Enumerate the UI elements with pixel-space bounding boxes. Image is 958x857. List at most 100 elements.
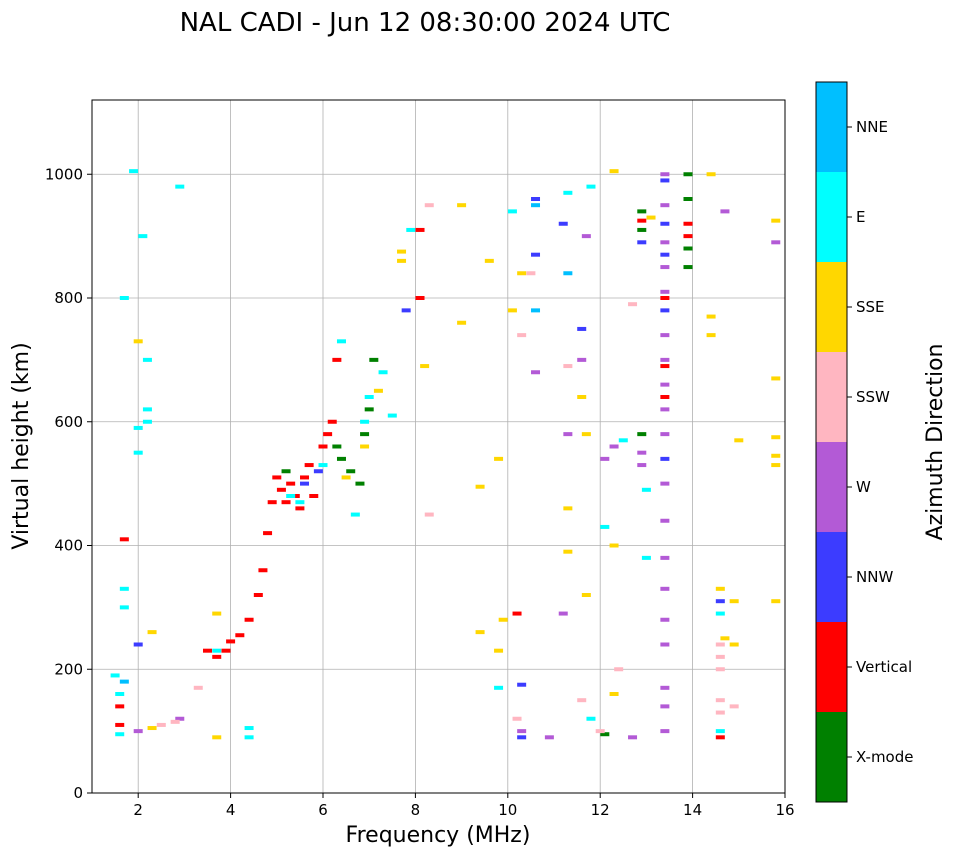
x-axis-ticks: 2 4 6 8 10 12 14 16 xyxy=(133,793,795,819)
echo-point-x-mode xyxy=(683,246,693,251)
echo-point-vertical xyxy=(272,475,282,480)
echo-point-sse xyxy=(475,630,485,635)
echo-point-w xyxy=(660,172,670,177)
echo-point-e xyxy=(212,648,222,653)
echo-point-w xyxy=(531,370,541,375)
echo-point-e xyxy=(586,716,596,721)
echo-point-w xyxy=(660,240,670,245)
colorbar-label: NNE xyxy=(856,118,888,136)
x-tick-label: 6 xyxy=(318,801,328,819)
echo-point-sse xyxy=(507,308,517,313)
colorbar-segment xyxy=(816,532,847,622)
echo-point-w xyxy=(660,586,670,591)
echo-point-ssw xyxy=(526,271,536,276)
echo-point-sse xyxy=(475,484,485,489)
echo-point-nnw xyxy=(577,326,587,331)
echo-point-e xyxy=(133,450,143,455)
echo-point-ssw xyxy=(715,698,725,703)
echo-point-nne xyxy=(531,308,541,313)
echo-point-w xyxy=(563,432,573,437)
echo-point-sse xyxy=(341,475,351,480)
x-tick-label: 8 xyxy=(411,801,421,819)
echo-point-sse xyxy=(720,636,730,641)
echo-point-sse xyxy=(212,735,222,740)
echo-point-w xyxy=(660,265,670,270)
echo-point-w xyxy=(581,234,591,239)
echo-point-nnw xyxy=(133,642,143,647)
echo-point-e xyxy=(715,611,725,616)
echo-point-e xyxy=(641,487,651,492)
echo-point-nne xyxy=(531,203,541,208)
echo-point-nnw xyxy=(660,221,670,226)
echo-point-nnw xyxy=(558,221,568,226)
echo-point-ssw xyxy=(715,654,725,659)
echo-point-e xyxy=(364,395,374,399)
echo-point-nnw xyxy=(660,308,670,313)
echo-point-vertical xyxy=(332,357,342,362)
colorbar-segment xyxy=(816,82,847,172)
echo-point-vertical xyxy=(683,234,693,239)
echo-point-e xyxy=(115,692,125,696)
colorbar-label: NNW xyxy=(856,568,893,586)
y-tick-label: 800 xyxy=(54,289,83,307)
echo-point-sse xyxy=(706,314,716,319)
echo-point-w xyxy=(577,357,587,362)
echo-point-ssw xyxy=(512,716,522,721)
echo-point-ssw xyxy=(715,710,725,715)
echo-point-sse xyxy=(360,444,370,449)
echo-point-ssw xyxy=(517,333,527,338)
echo-point-vertical xyxy=(119,537,129,542)
colorbar-segment xyxy=(816,262,847,352)
echo-point-vertical xyxy=(300,475,310,480)
echo-point-x-mode xyxy=(355,481,365,486)
chart-title: NAL CADI - Jun 12 08:30:00 2024 UTC xyxy=(180,8,671,38)
echo-point-e xyxy=(641,555,651,560)
echo-point-e xyxy=(318,463,328,468)
echo-points xyxy=(110,169,781,740)
echo-point-nnw xyxy=(517,682,527,687)
echo-point-w xyxy=(660,518,670,523)
echo-point-w xyxy=(660,729,670,734)
echo-point-e xyxy=(142,419,152,424)
echo-point-vertical xyxy=(253,593,263,597)
echo-point-vertical xyxy=(203,648,212,653)
echo-point-x-mode xyxy=(281,469,291,474)
y-tick-label: 200 xyxy=(54,660,83,678)
colorbar-label: W xyxy=(856,478,871,496)
echo-point-x-mode xyxy=(683,172,693,177)
echo-point-sse xyxy=(484,258,494,263)
echo-point-e xyxy=(142,357,152,362)
colorbar-label: Vertical xyxy=(856,658,912,676)
echo-point-x-mode xyxy=(336,456,346,461)
echo-point-vertical xyxy=(290,494,300,498)
echo-point-nnw xyxy=(531,252,541,257)
echo-point-sse xyxy=(771,599,781,604)
echo-point-w xyxy=(637,463,647,468)
echo-point-w xyxy=(133,729,143,734)
echo-point-w xyxy=(175,716,185,721)
echo-point-vertical xyxy=(660,395,670,399)
echo-point-e xyxy=(563,190,573,195)
y-axis-ticks: 0 200 400 600 800 1000 xyxy=(45,165,92,802)
echo-point-sse xyxy=(771,453,781,458)
echo-point-sse xyxy=(457,320,467,325)
echo-point-w xyxy=(544,735,554,740)
x-tick-label: 4 xyxy=(226,801,236,819)
y-tick-label: 0 xyxy=(73,784,83,802)
echo-point-x-mode xyxy=(360,432,370,437)
echo-point-sse xyxy=(457,203,467,208)
colorbar-segment xyxy=(816,622,847,712)
echo-point-vertical xyxy=(304,463,314,468)
echo-point-e xyxy=(175,184,185,189)
echo-point-nne xyxy=(563,271,573,276)
echo-point-e xyxy=(494,685,504,690)
echo-point-vertical xyxy=(309,494,319,498)
echo-point-ssw xyxy=(595,729,605,734)
echo-point-ssw xyxy=(715,667,725,672)
x-tick-label: 10 xyxy=(498,801,517,819)
echo-point-sse xyxy=(706,172,716,177)
echo-point-vertical xyxy=(637,218,647,223)
echo-point-sse xyxy=(498,617,508,622)
echo-point-e xyxy=(387,413,397,418)
echo-point-sse xyxy=(609,692,619,696)
